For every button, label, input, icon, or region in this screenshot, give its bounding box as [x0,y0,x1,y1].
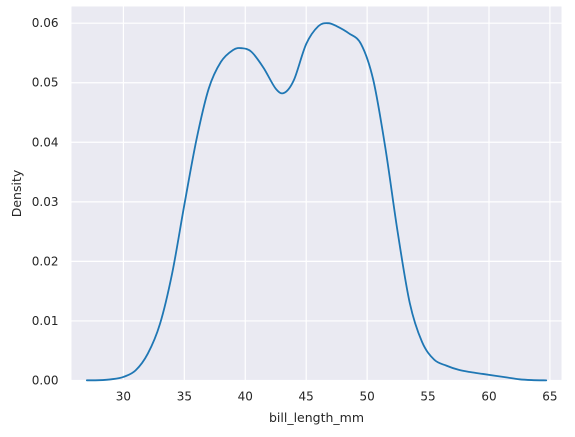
series-layer [85,22,548,382]
x-tick-label: 60 [481,390,496,404]
y-axis-ticks: 0.00 0.01 0.02 0.03 0.04 0.05 0.06 [32,16,59,387]
y-tick-label: 0.01 [32,314,59,328]
y-tick-label: 0.00 [32,374,59,388]
y-tick-label: 0.05 [32,76,59,90]
x-tick-label: 30 [116,390,131,404]
y-axis-label: Density [9,169,24,217]
grid [71,6,562,382]
x-axis-ticks: 30 35 40 45 50 55 60 65 [116,390,558,404]
x-tick-label: 65 [542,390,557,404]
kde-line [85,22,548,382]
x-axis-label: bill_length_mm [269,410,364,425]
y-tick-label: 0.06 [32,16,59,30]
y-tick-label: 0.03 [32,195,59,209]
x-tick-label: 55 [420,390,435,404]
plot-background [71,6,562,381]
x-tick-label: 35 [177,390,192,404]
x-tick-label: 40 [238,390,253,404]
y-tick-label: 0.02 [32,254,59,268]
x-tick-label: 50 [359,390,374,404]
y-tick-label: 0.04 [32,135,59,149]
x-tick-label: 45 [299,390,314,404]
